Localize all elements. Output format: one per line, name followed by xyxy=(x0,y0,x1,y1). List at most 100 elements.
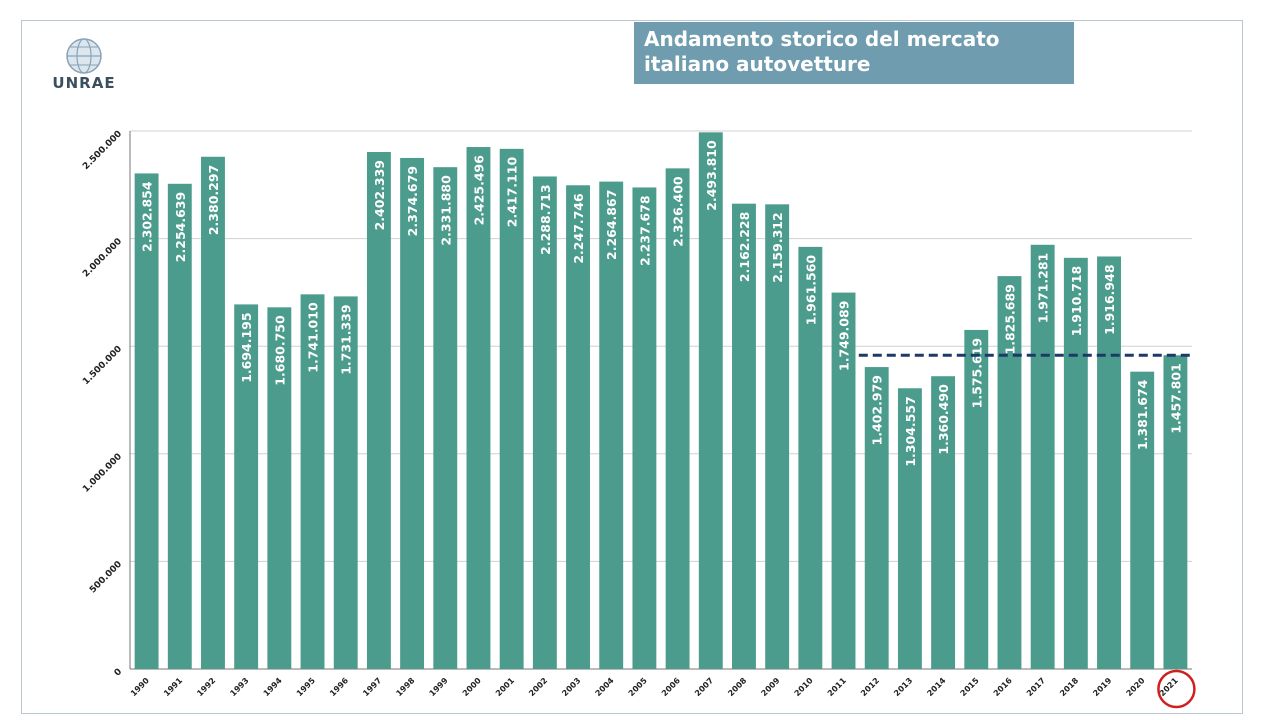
bar-value-label: 2.374.679 xyxy=(405,166,420,236)
bar-value-label: 1.910.718 xyxy=(1069,266,1084,336)
bar xyxy=(698,132,723,669)
bar-value-label: 1.961.560 xyxy=(803,255,818,326)
x-tick-label: 2006 xyxy=(660,676,682,698)
bar-value-label: 1.402.979 xyxy=(870,375,885,445)
x-tick-label: 1993 xyxy=(228,676,250,698)
x-tick-label: 2020 xyxy=(1125,676,1147,698)
bar-value-label: 2.288.713 xyxy=(538,184,553,254)
bar xyxy=(964,329,989,669)
bar xyxy=(931,376,956,669)
x-tick-label: 2000 xyxy=(461,676,483,698)
x-tick-label: 2012 xyxy=(859,676,881,698)
x-tick-label: 1997 xyxy=(361,676,383,698)
bar-value-label: 2.254.639 xyxy=(173,192,188,262)
x-tick-label: 1991 xyxy=(162,676,184,698)
highlight-circle xyxy=(1157,669,1196,709)
bar-value-label: 2.326.400 xyxy=(671,176,686,247)
x-tick-label: 2008 xyxy=(726,676,748,698)
x-tick-label: 1996 xyxy=(328,676,350,698)
bar xyxy=(566,185,590,669)
x-tick-label: 2019 xyxy=(1091,676,1113,698)
bar-value-label: 1.381.674 xyxy=(1135,379,1150,450)
bar-value-label: 1.304.557 xyxy=(903,396,918,466)
bar-value-label: 1.749.089 xyxy=(837,301,852,371)
x-tick-label: 1992 xyxy=(195,676,217,698)
x-tick-label: 1995 xyxy=(295,676,317,698)
bar xyxy=(466,147,491,669)
bar xyxy=(599,181,624,669)
bar xyxy=(267,307,292,669)
bar xyxy=(732,203,756,669)
bar-value-label: 1.971.281 xyxy=(1036,253,1051,323)
bar-value-label: 1.680.750 xyxy=(272,315,287,386)
x-tick-label: 2005 xyxy=(627,676,649,698)
bar-value-label: 2.402.339 xyxy=(372,160,387,230)
x-tick-label: 1994 xyxy=(262,676,284,698)
y-tick-label: 0 xyxy=(113,667,125,679)
bar xyxy=(300,294,325,669)
bar-value-label: 1.741.010 xyxy=(306,302,321,373)
bar xyxy=(433,167,458,669)
x-tick-label: 2014 xyxy=(925,676,947,698)
x-tick-label: 2001 xyxy=(494,676,516,698)
y-tick-label: 1.500.000 xyxy=(81,344,124,387)
x-tick-label: 1998 xyxy=(394,676,416,698)
x-tick-label: 2007 xyxy=(693,676,715,698)
bar xyxy=(366,152,391,669)
bar-value-label: 1.916.948 xyxy=(1102,264,1117,334)
bar xyxy=(167,183,192,669)
bar-value-label: 2.162.228 xyxy=(737,212,752,282)
bar xyxy=(134,173,159,669)
x-tick-label: 2018 xyxy=(1058,676,1080,698)
bar xyxy=(1063,257,1088,669)
x-tick-label: 2017 xyxy=(1025,676,1047,698)
x-tick-label: 2013 xyxy=(892,676,914,698)
bar-value-label: 2.159.312 xyxy=(770,212,785,282)
bar-value-label: 2.302.854 xyxy=(140,181,155,252)
y-tick-label: 2.500.000 xyxy=(81,129,124,172)
x-tick-label: 1999 xyxy=(428,676,450,698)
bar xyxy=(831,292,856,669)
title-line-2: italiano autovetture xyxy=(644,52,871,76)
bar xyxy=(665,168,690,670)
bar xyxy=(1030,244,1055,669)
bar xyxy=(532,176,557,669)
x-tick-label: 2015 xyxy=(959,676,981,698)
bar xyxy=(632,187,657,669)
y-tick-label: 500.000 xyxy=(88,559,124,595)
y-tick-label: 1.000.000 xyxy=(81,452,124,495)
bar-value-label: 2.264.867 xyxy=(604,190,619,260)
x-tick-label: 2016 xyxy=(992,676,1014,698)
x-tick-label: 2011 xyxy=(826,676,848,698)
unrae-logo: UNRAE xyxy=(50,36,118,96)
bar-value-label: 2.425.496 xyxy=(471,155,486,226)
logo-text: UNRAE xyxy=(52,74,116,92)
bar xyxy=(798,246,823,669)
bar xyxy=(234,304,259,669)
bar xyxy=(400,157,425,669)
x-tick-label: 2010 xyxy=(793,676,815,698)
bar xyxy=(1163,355,1188,669)
bar xyxy=(1130,371,1155,669)
bar xyxy=(1097,256,1121,669)
x-tick-label: 2002 xyxy=(527,676,549,698)
bar-value-label: 1.360.490 xyxy=(936,384,951,455)
bar-value-label: 1.825.689 xyxy=(1002,284,1017,354)
bar-value-label: 2.237.678 xyxy=(637,195,652,265)
x-tick-label: 2004 xyxy=(594,676,616,698)
x-tick-label: 2003 xyxy=(560,676,582,698)
bar xyxy=(499,148,524,670)
chart-title: Andamento storico del mercato italiano a… xyxy=(634,22,1074,84)
title-line-1: Andamento storico del mercato xyxy=(644,27,1000,51)
bar xyxy=(997,276,1022,669)
bar xyxy=(333,296,358,669)
bar-value-label: 2.331.880 xyxy=(438,175,453,246)
bar-value-label: 1.457.801 xyxy=(1168,363,1183,433)
bar-value-label: 2.380.297 xyxy=(206,165,221,235)
x-tick-label: 2009 xyxy=(759,676,781,698)
bar-value-label: 2.493.810 xyxy=(704,140,719,211)
bar xyxy=(897,388,922,669)
bar xyxy=(765,204,790,670)
x-tick-label: 1990 xyxy=(129,676,151,698)
